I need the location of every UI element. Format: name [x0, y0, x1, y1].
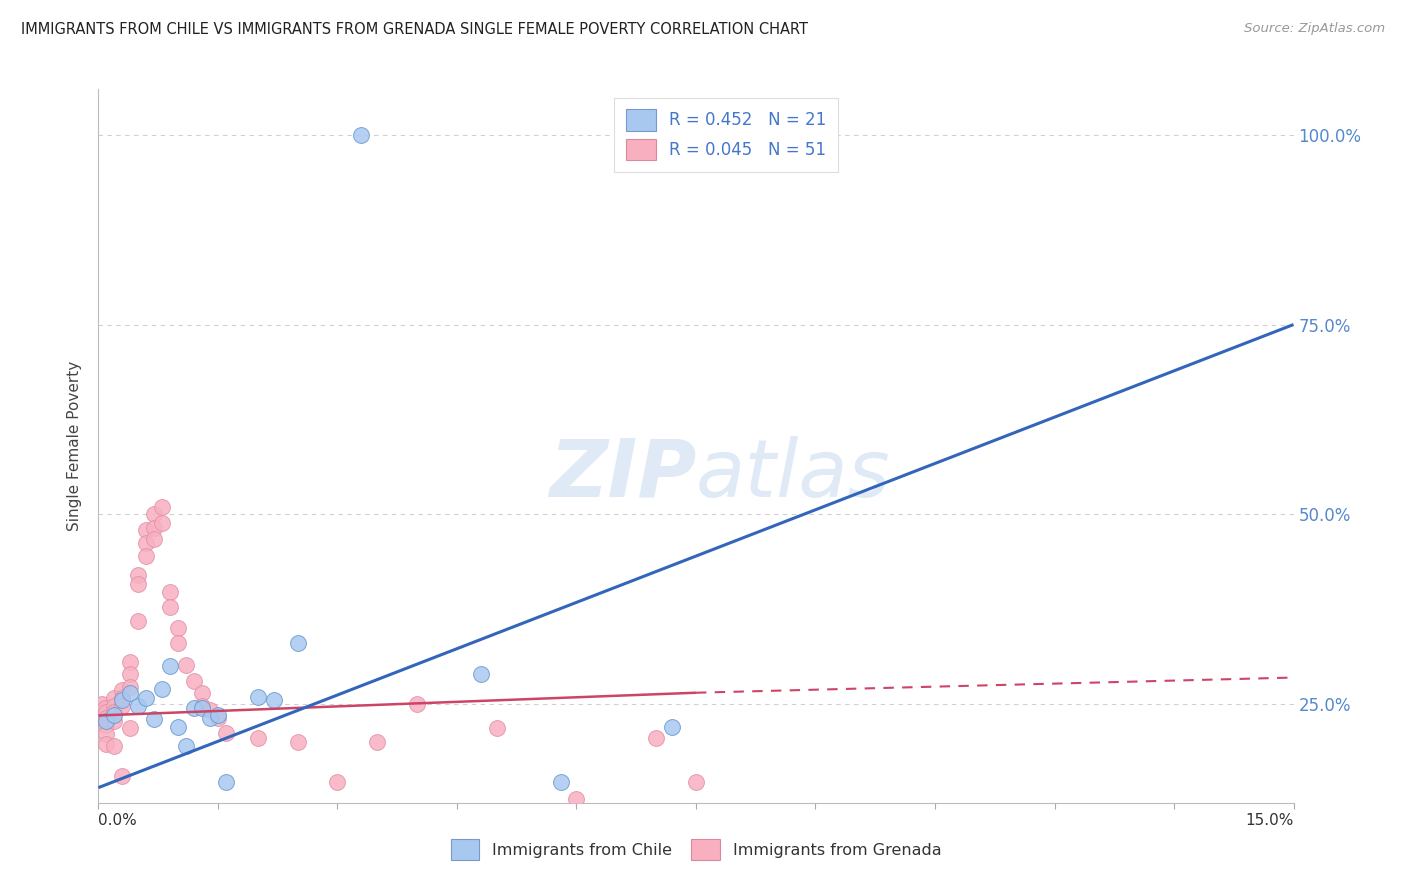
Point	[103, 708, 125, 723]
Point	[326, 774, 349, 789]
Point	[198, 711, 221, 725]
Point	[96, 705, 118, 719]
Point	[91, 697, 114, 711]
Point	[150, 681, 173, 696]
Point	[135, 536, 157, 550]
Point	[366, 735, 388, 749]
Text: 0.0%: 0.0%	[98, 814, 138, 829]
Point	[96, 737, 118, 751]
Point	[103, 714, 125, 728]
Point	[143, 712, 166, 726]
Point	[207, 708, 229, 723]
Point	[470, 666, 492, 681]
Point	[485, 722, 508, 736]
Point	[287, 735, 309, 749]
Point	[167, 621, 190, 635]
Point	[111, 693, 134, 707]
Point	[550, 774, 572, 789]
Point	[215, 774, 238, 789]
Point	[120, 656, 142, 670]
Point	[174, 739, 197, 753]
Point	[111, 683, 134, 698]
Point	[120, 681, 142, 695]
Point	[191, 686, 214, 700]
Point	[191, 701, 214, 715]
Point	[350, 128, 373, 142]
Text: 15.0%: 15.0%	[1246, 814, 1294, 829]
Point	[127, 614, 149, 628]
Point	[167, 720, 190, 734]
Point	[685, 774, 707, 789]
Point	[127, 577, 149, 591]
Text: IMMIGRANTS FROM CHILE VS IMMIGRANTS FROM GRENADA SINGLE FEMALE POVERTY CORRELATI: IMMIGRANTS FROM CHILE VS IMMIGRANTS FROM…	[21, 22, 808, 37]
Point	[143, 508, 166, 522]
Point	[103, 705, 125, 719]
Point	[174, 657, 197, 672]
Legend: Immigrants from Chile, Immigrants from Grenada: Immigrants from Chile, Immigrants from G…	[444, 833, 948, 866]
Point	[96, 718, 118, 732]
Point	[135, 523, 157, 537]
Text: atlas: atlas	[696, 435, 891, 514]
Point	[111, 691, 134, 706]
Point	[135, 549, 157, 563]
Point	[135, 691, 157, 706]
Point	[94, 701, 117, 715]
Point	[143, 521, 166, 535]
Point	[246, 731, 269, 746]
Point	[150, 500, 173, 514]
Point	[263, 693, 285, 707]
Point	[183, 701, 205, 715]
Point	[96, 727, 118, 741]
Point	[789, 128, 811, 142]
Point	[191, 698, 214, 713]
Text: Source: ZipAtlas.com: Source: ZipAtlas.com	[1244, 22, 1385, 36]
Point	[127, 698, 149, 713]
Point	[120, 686, 142, 700]
Point	[150, 516, 173, 531]
Point	[143, 532, 166, 546]
Point	[111, 698, 134, 713]
Point	[159, 659, 181, 673]
Point	[103, 698, 125, 713]
Text: ZIP: ZIP	[548, 435, 696, 514]
Point	[96, 711, 118, 725]
Point	[406, 697, 429, 711]
Point	[167, 636, 190, 650]
Point	[287, 636, 309, 650]
Y-axis label: Single Female Poverty: Single Female Poverty	[67, 361, 83, 531]
Point	[111, 769, 134, 783]
Point	[127, 568, 149, 582]
Point	[246, 690, 269, 704]
Point	[183, 674, 205, 689]
Point	[565, 792, 588, 806]
Point	[661, 720, 683, 734]
Point	[868, 828, 890, 842]
Point	[645, 731, 668, 746]
Point	[120, 722, 142, 736]
Point	[120, 666, 142, 681]
Point	[207, 711, 229, 725]
Point	[198, 703, 221, 717]
Point	[159, 584, 181, 599]
Point	[159, 599, 181, 614]
Point	[215, 726, 238, 740]
Point	[96, 714, 118, 728]
Point	[103, 691, 125, 706]
Point	[103, 739, 125, 753]
